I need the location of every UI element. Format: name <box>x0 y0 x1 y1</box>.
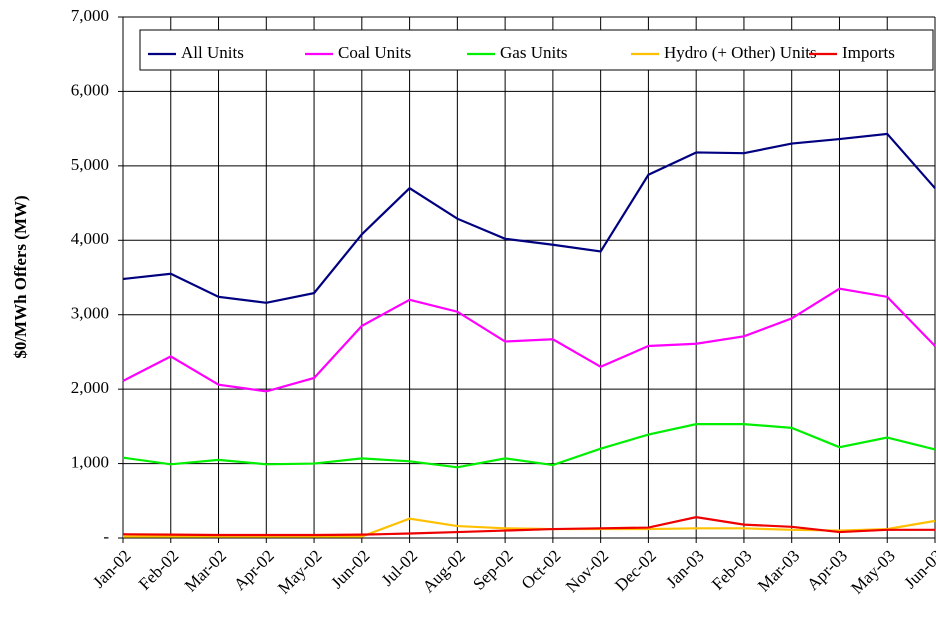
series-line <box>122 423 936 469</box>
y-tick-label: 7,000 <box>71 6 109 25</box>
x-tick-label: Nov-02 <box>562 546 612 596</box>
legend-label: Gas Units <box>500 43 568 62</box>
x-tick-label: Jun-03 <box>900 546 936 592</box>
x-tick-label: Feb-03 <box>708 546 755 593</box>
x-tick-label: Jun-02 <box>327 546 373 592</box>
legend-label: Imports <box>842 43 895 62</box>
legend-label: All Units <box>181 43 244 62</box>
series-line <box>122 132 936 304</box>
x-tick-label: Apr-03 <box>803 546 851 594</box>
series-line <box>123 517 936 538</box>
x-tick-label: Aug-02 <box>419 546 469 596</box>
x-tick-label: Sep-02 <box>469 546 516 593</box>
series-line <box>122 287 936 393</box>
x-tick-label: May-03 <box>847 546 898 597</box>
legend-label: Hydro (+ Other) Units <box>664 43 817 62</box>
x-tick-label: Mar-02 <box>181 546 230 595</box>
y-tick-label: 1,000 <box>71 452 109 471</box>
y-tick-label: - <box>103 527 109 546</box>
y-tick-label: 5,000 <box>71 155 109 174</box>
y-tick-label: 3,000 <box>71 304 109 323</box>
x-tick-label: May-02 <box>274 546 325 597</box>
x-tick-label: Jul-02 <box>378 546 421 589</box>
x-tick-label: Jan-03 <box>662 546 707 591</box>
legend-box <box>139 29 934 71</box>
x-tick-label: Oct-02 <box>518 546 565 593</box>
y-tick-label: 2,000 <box>71 378 109 397</box>
x-tick-label: Jan-02 <box>89 546 134 591</box>
y-axis-title: $0/MWh Offers (MW) <box>11 195 30 358</box>
y-tick-label: 4,000 <box>71 229 109 248</box>
x-tick-label: Dec-02 <box>611 546 660 595</box>
x-tick-label: Feb-02 <box>135 546 182 593</box>
x-tick-label: Apr-02 <box>230 546 278 594</box>
series-line <box>122 516 935 537</box>
y-tick-label: 6,000 <box>71 80 109 99</box>
legend-label: Coal Units <box>338 43 411 62</box>
x-tick-label: Mar-03 <box>754 546 803 595</box>
